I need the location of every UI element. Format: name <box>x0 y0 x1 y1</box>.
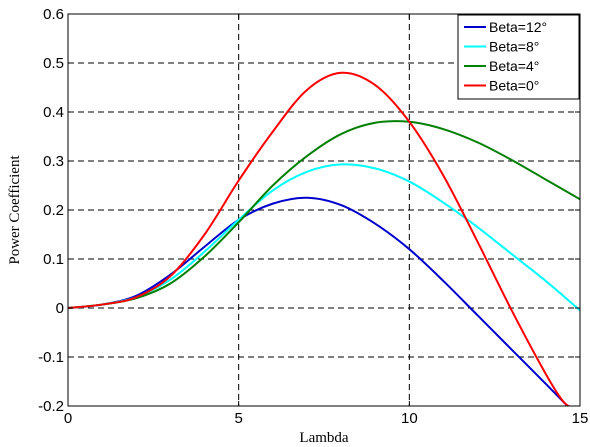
legend: Beta=12° Beta=8° Beta=4° Beta=0° <box>457 14 580 100</box>
y-tick-label: -0.2 <box>38 398 64 415</box>
series-lines <box>68 71 580 406</box>
x-axis-label: Lambda <box>299 430 348 446</box>
legend-label: Beta=8° <box>489 39 539 55</box>
legend-label: Beta=0° <box>489 78 539 94</box>
y-tick-labels: -0.2 -0.1 0 0.1 0.2 0.3 0.4 0.5 0.6 <box>38 6 580 415</box>
y-axis-label: Power Coefficient <box>7 155 23 265</box>
grid-lines <box>68 14 580 406</box>
y-tick-label: 0.2 <box>43 202 64 219</box>
legend-label: Beta=12° <box>489 19 547 35</box>
x-tick-label: 10 <box>401 410 418 427</box>
series-line-beta-4 <box>68 120 580 309</box>
series-line-beta-0 <box>68 71 571 406</box>
y-tick-label: 0.6 <box>43 6 64 23</box>
y-tick-label: 0.3 <box>43 153 64 170</box>
legend-label: Beta=4° <box>489 58 539 74</box>
y-tick-label: -0.1 <box>38 349 64 366</box>
x-tick-label: 15 <box>572 410 589 427</box>
y-tick-label: 0.5 <box>43 55 64 72</box>
x-tick-labels: 0 5 10 15 <box>64 14 589 427</box>
x-tick-label: 5 <box>234 410 242 427</box>
x-tick-label: 0 <box>64 410 72 427</box>
y-tick-label: 0.4 <box>43 104 64 121</box>
y-tick-label: 0 <box>56 300 64 317</box>
y-tick-label: 0.1 <box>43 251 64 268</box>
series-line-beta-12 <box>68 196 569 406</box>
